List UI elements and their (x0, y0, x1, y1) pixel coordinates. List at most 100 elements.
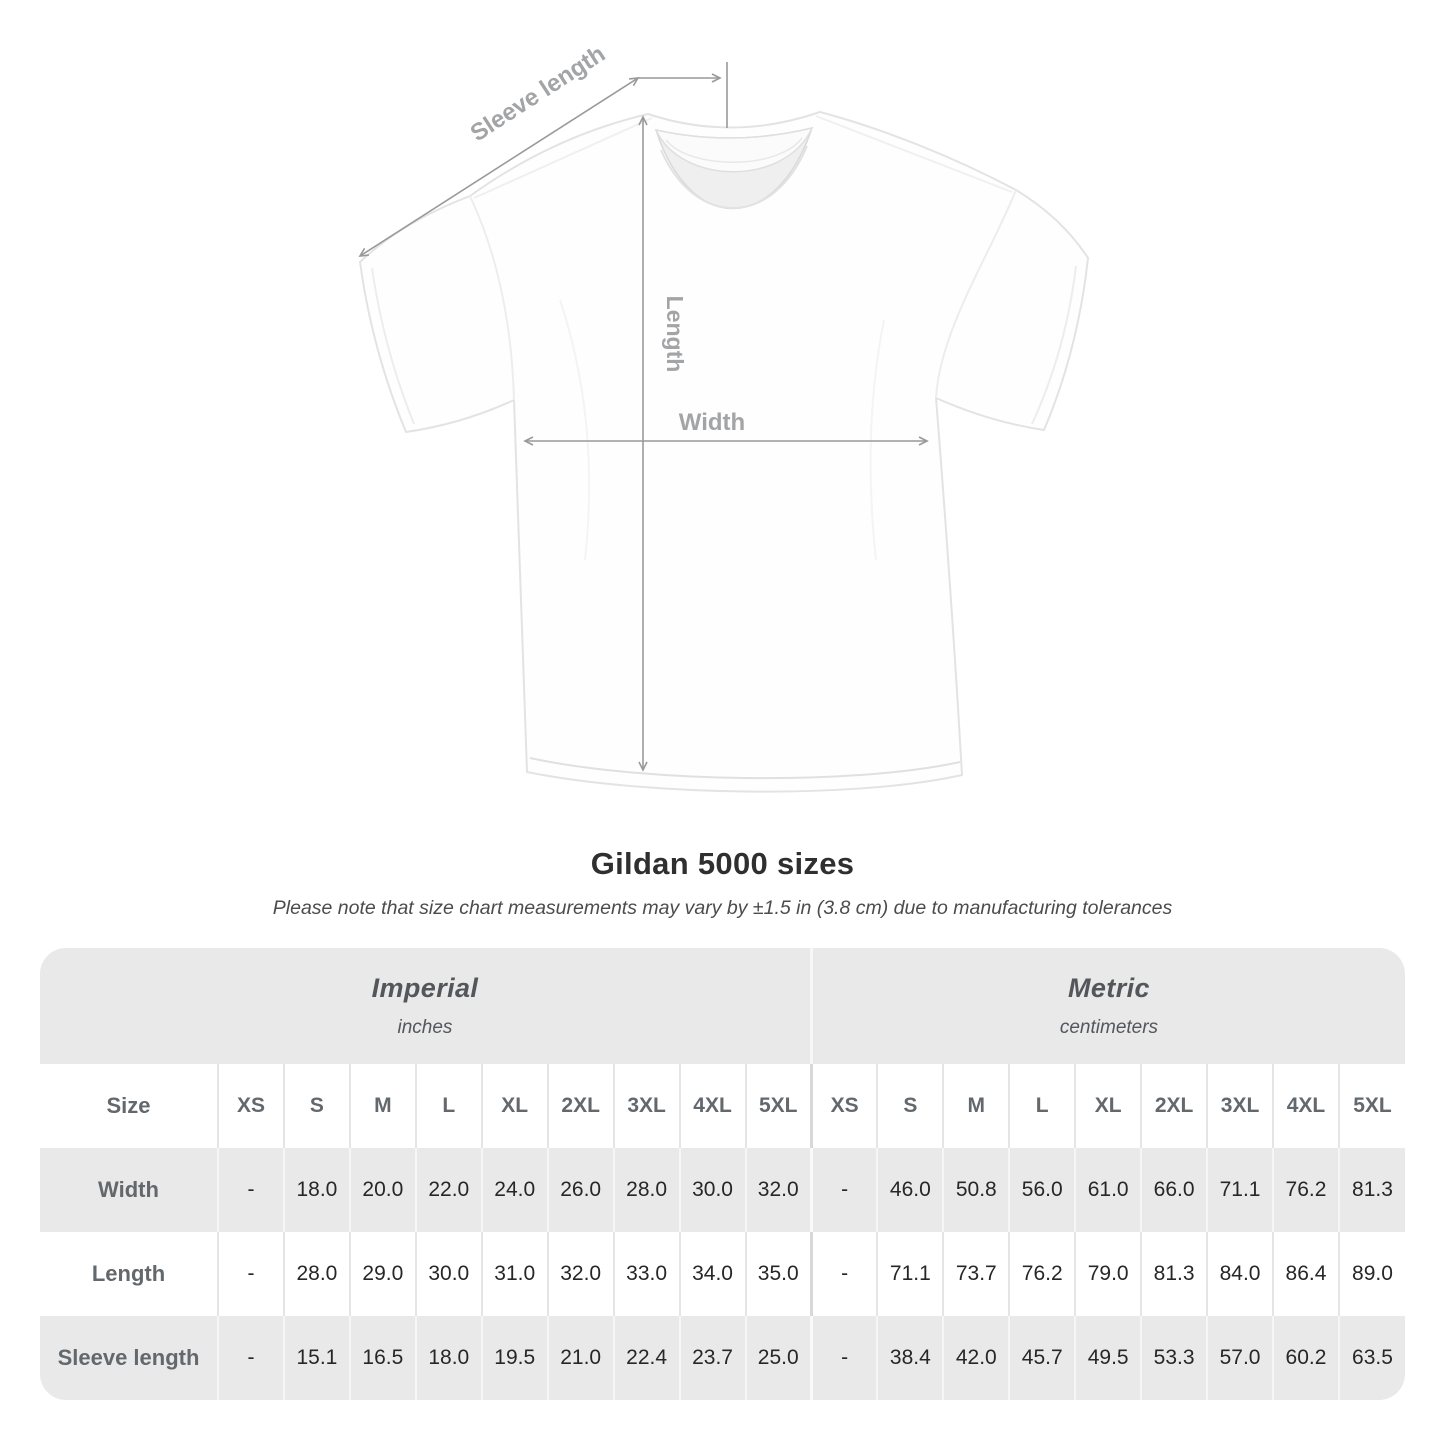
unit-band-title: Metric (1068, 973, 1150, 1003)
size-col-header: 3XL (1206, 1064, 1273, 1148)
size-col-header: XS (217, 1064, 284, 1148)
imperial-value-cell: 33.0 (612, 1232, 680, 1316)
measurement-row: Length -28.0 29.0 30.0 31.0 32.0 33.0 34.0 35.0-… (40, 1232, 1405, 1316)
size-col-header: 2XL (1140, 1064, 1208, 1148)
size-header-row: Size XS S M L XL 2XL 3XL 4XL 5XL XS S M L XL 2XL 3XL 4XL 5… (40, 1064, 1405, 1148)
metric-value-cell: 38.4 (876, 1316, 944, 1400)
page-title: Gildan 5000 sizes (590, 846, 855, 881)
size-col-header: 3XL (612, 1064, 680, 1148)
imperial-value-cell: 34.0 (678, 1232, 746, 1316)
metric-value-cell: 76.2 (1008, 1232, 1076, 1316)
size-table: Imperial inches Metric centimeters Size XS S M L… (40, 948, 1405, 1400)
imperial-value-cell: 24.0 (480, 1148, 548, 1232)
unit-band-imperial: Imperial inches (40, 948, 812, 1064)
metric-value-cell: 76.2 (1272, 1148, 1339, 1232)
metric-value-cell: 84.0 (1206, 1232, 1273, 1316)
imperial-value-cell: 35.0 (744, 1232, 812, 1316)
length-label: Length (662, 296, 688, 373)
metric-value-cell: 63.5 (1337, 1316, 1405, 1400)
unit-band-row: Imperial inches Metric centimeters (40, 948, 1405, 1064)
size-col-header: XL (480, 1064, 548, 1148)
collar-band (654, 126, 814, 173)
imperial-value-cell: 22.0 (414, 1148, 482, 1232)
measurement-row-label: Length (40, 1232, 218, 1316)
unit-band-metric: Metric centimeters (809, 948, 1405, 1064)
imperial-value-cell: 19.5 (480, 1316, 548, 1400)
measurement-arrows (358, 62, 929, 772)
size-col-header: 4XL (678, 1064, 746, 1148)
metric-value-cell: 49.5 (1074, 1316, 1142, 1400)
imperial-value-cell: 25.0 (744, 1316, 812, 1400)
imperial-value-cell: 23.7 (678, 1316, 746, 1400)
imperial-value-cell: 18.0 (282, 1148, 350, 1232)
metric-value-cell: 71.1 (876, 1232, 944, 1316)
metric-value-cell: 53.3 (1140, 1316, 1208, 1400)
metric-value-cell: 61.0 (1074, 1148, 1142, 1232)
imperial-value-cell: 32.0 (744, 1148, 812, 1232)
size-col-header: 5XL (1337, 1064, 1405, 1148)
size-col-header: S (282, 1064, 350, 1148)
imperial-value-cell: 32.0 (546, 1232, 614, 1316)
imperial-value-cell: 30.0 (678, 1148, 746, 1232)
metric-value-cell: - (809, 1148, 878, 1232)
size-corner-label: Size (40, 1064, 218, 1148)
metric-value-cell: 46.0 (876, 1148, 944, 1232)
measurement-row-label: Sleeve length (40, 1316, 218, 1400)
size-col-header: 4XL (1272, 1064, 1339, 1148)
table-body: Width -18.0 20.0 22.0 24.0 26.0 28.0 30.0 32.0-4… (40, 1148, 1405, 1400)
metric-value-cell: 60.2 (1272, 1316, 1339, 1400)
size-col-header: M (942, 1064, 1010, 1148)
metric-value-cell: - (809, 1316, 878, 1400)
imperial-value-cell: 16.5 (348, 1316, 416, 1400)
page-subtitle: Please note that size chart measurements… (272, 897, 1173, 919)
metric-value-cell: 73.7 (942, 1232, 1010, 1316)
metric-value-cell: 79.0 (1074, 1232, 1142, 1316)
measurement-row-label: Width (40, 1148, 218, 1232)
unit-band-unit: centimeters (1059, 1017, 1159, 1038)
imperial-value-cell: 22.4 (612, 1316, 680, 1400)
metric-value-cell: - (809, 1232, 878, 1316)
imperial-value-cell: 30.0 (414, 1232, 482, 1316)
metric-value-cell: 86.4 (1272, 1232, 1339, 1316)
metric-value-cell: 50.8 (942, 1148, 1010, 1232)
sleeve-length-arrow (358, 77, 640, 257)
metric-value-cell: 89.0 (1337, 1232, 1405, 1316)
imperial-value-cell: 21.0 (546, 1316, 614, 1400)
size-col-header: 2XL (546, 1064, 614, 1148)
imperial-value-cell: 29.0 (348, 1232, 416, 1316)
imperial-value-cell: 28.0 (612, 1148, 680, 1232)
unit-band-title: Imperial (371, 973, 479, 1003)
size-col-header: L (1008, 1064, 1076, 1148)
imperial-value-cell: - (217, 1316, 284, 1400)
metric-value-cell: 81.3 (1140, 1232, 1208, 1316)
metric-value-cell: 71.1 (1206, 1148, 1273, 1232)
imperial-value-cell: 31.0 (480, 1232, 548, 1316)
imperial-value-cell: 18.0 (414, 1316, 482, 1400)
imperial-value-cell: - (217, 1148, 284, 1232)
metric-value-cell: 56.0 (1008, 1148, 1076, 1232)
metric-value-cell: 57.0 (1206, 1316, 1273, 1400)
imperial-value-cell: - (217, 1232, 284, 1316)
tshirt-outline (359, 111, 1089, 793)
size-col-header: XL (1074, 1064, 1142, 1148)
size-col-header: XS (809, 1064, 878, 1148)
measurement-row: Width -18.0 20.0 22.0 24.0 26.0 28.0 30.0 32.0-4… (40, 1148, 1405, 1232)
measurement-row: Sleeve length -15.1 16.5 18.0 19.5 21.0 22.4 23… (40, 1316, 1405, 1400)
table-head: Imperial inches Metric centimeters Size XS S M L… (40, 948, 1405, 1148)
metric-value-cell: 42.0 (942, 1316, 1010, 1400)
imperial-value-cell: 15.1 (282, 1316, 350, 1400)
imperial-value-cell: 20.0 (348, 1148, 416, 1232)
size-col-header: M (348, 1064, 416, 1148)
size-col-header: L (414, 1064, 482, 1148)
size-col-header: 5XL (744, 1064, 812, 1148)
imperial-value-cell: 26.0 (546, 1148, 614, 1232)
imperial-value-cell: 28.0 (282, 1232, 350, 1316)
size-col-header: S (876, 1064, 944, 1148)
size-table-container: Imperial inches Metric centimeters Size XS S M L… (40, 948, 1405, 1400)
width-label: Width (679, 409, 745, 436)
metric-value-cell: 81.3 (1337, 1148, 1405, 1232)
metric-value-cell: 66.0 (1140, 1148, 1208, 1232)
tshirt-measurement-diagram: Sleeve length Length Width (358, 40, 1089, 793)
unit-band-unit: inches (397, 1017, 453, 1038)
